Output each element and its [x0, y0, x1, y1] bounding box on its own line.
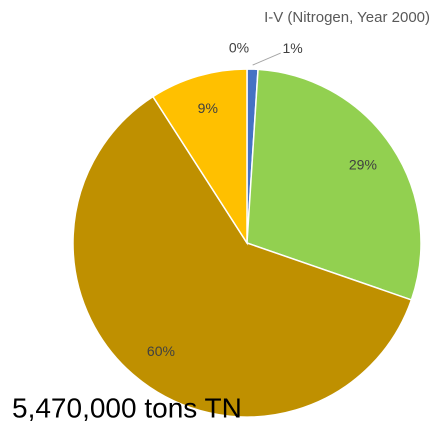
leader-line — [252, 52, 281, 66]
chart-title: I-V (Nitrogen, Year 2000) — [264, 9, 430, 26]
pie-slice — [72, 95, 413, 418]
data-label: 9% — [198, 100, 218, 116]
pie-slice — [246, 68, 422, 301]
pie-slice — [151, 68, 248, 246]
data-label: 60% — [147, 343, 175, 359]
data-label: 0% — [229, 40, 249, 56]
data-label: 29% — [349, 157, 377, 173]
pie — [72, 68, 422, 418]
annotation: 5,470,000 tons TN — [12, 392, 242, 423]
data-label: 1% — [283, 40, 303, 56]
